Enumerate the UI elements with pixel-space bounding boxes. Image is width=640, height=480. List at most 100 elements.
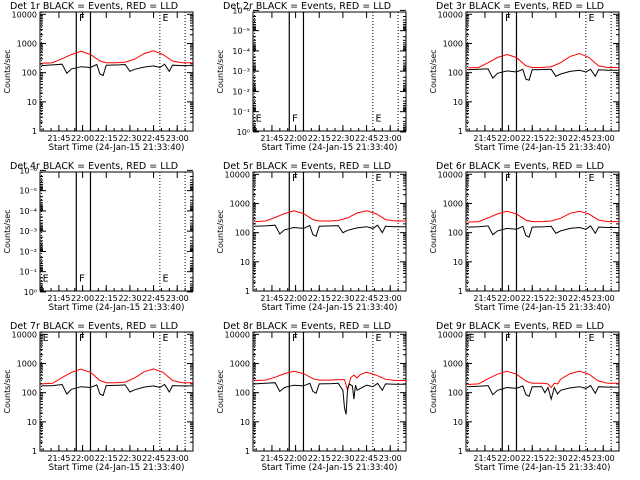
panel-6-ytick-label: 1000 bbox=[443, 199, 463, 208]
panel-6-marker-e: E bbox=[588, 173, 594, 184]
panel-1-frame bbox=[39, 11, 194, 132]
panel-7-series-events bbox=[41, 383, 193, 397]
panel-4-xtick-label: 22:15 bbox=[95, 294, 118, 303]
panel-3-marker-f: F bbox=[505, 13, 511, 24]
panel-7-series-lld bbox=[41, 368, 193, 385]
panel-1-title: Det 1r BLACK = Events, RED = LLD bbox=[10, 1, 178, 12]
panel-8-ytick-label: 100 bbox=[235, 389, 250, 398]
panel-3-ytick-label: 10 bbox=[453, 98, 463, 107]
panel-7-series-group bbox=[41, 368, 193, 397]
panel-8-title: Det 8r BLACK = Events, RED = LLD bbox=[223, 321, 391, 332]
panel-2-ytick-label: 10⁻³ bbox=[232, 67, 250, 76]
panel-1-ytick-label: 1000 bbox=[17, 39, 37, 48]
panel-3-series-events bbox=[467, 68, 619, 81]
panel-5-xtick-label: 21:45 bbox=[260, 294, 283, 303]
panel-2-ytick-label: 10⁻¹ bbox=[232, 108, 250, 117]
panel-4-ytick-label: 10⁻¹ bbox=[19, 268, 37, 277]
panel-1-series-group bbox=[41, 50, 193, 77]
panel-9-series-group bbox=[467, 370, 619, 402]
panel-4-ylabel: Counts/sec bbox=[3, 209, 12, 253]
detector-panel-5: Det 5r BLACK = Events, RED = LLD 1 10 100 10… bbox=[216, 161, 407, 313]
panel-5-series-events bbox=[254, 224, 406, 238]
panel-2-marker-e: E bbox=[375, 113, 381, 124]
panel-4-ytick-label: 10⁻² bbox=[19, 247, 37, 256]
panel-3-ytick-label: 1 bbox=[458, 127, 463, 136]
panel-2-ytick-label: 10⁻⁶ bbox=[232, 6, 250, 15]
panel-9-xtick-label: 22:15 bbox=[521, 454, 544, 463]
panel-2-frame bbox=[252, 11, 407, 132]
panel-7-ytick-label: 100 bbox=[22, 389, 37, 398]
detector-panel-3: Det 3r BLACK = Events, RED = LLD 1 10 100 10… bbox=[429, 1, 620, 153]
panel-8-series-events bbox=[254, 382, 406, 415]
panel-7-xlabel: Start Time (24-Jan-15 21:33:40) bbox=[49, 463, 185, 473]
panel-4-xtick-label: 23:00 bbox=[166, 294, 189, 303]
panel-8-series-group bbox=[254, 370, 406, 415]
panel-7-xtick-label: 22:30 bbox=[118, 454, 141, 463]
panel-2-marker-f: F bbox=[292, 113, 298, 124]
panel-3-ytick-label: 100 bbox=[448, 69, 463, 78]
panel-5-ytick-label: 1 bbox=[245, 287, 250, 296]
panel-3-marker-e: E bbox=[588, 13, 594, 24]
panel-5-series-lld bbox=[254, 210, 406, 223]
panel-3-ytick-label: 1000 bbox=[443, 39, 463, 48]
panel-4-title: Det 4r BLACK = Events, RED = LLD bbox=[10, 161, 178, 172]
panel-9-title: Det 9r BLACK = Events, RED = LLD bbox=[436, 321, 604, 332]
panel-1-marker-f: F bbox=[79, 13, 85, 24]
panel-6-title: Det 6r BLACK = Events, RED = LLD bbox=[436, 161, 604, 172]
panel-4-ytick-label: 10⁰ bbox=[24, 288, 37, 297]
panel-6-ylabel: Counts/sec bbox=[429, 209, 438, 253]
panel-8-marker-f: F bbox=[292, 333, 298, 344]
detector-panel-9: Det 9r BLACK = Events, RED = LLD 1 10 100 10… bbox=[429, 321, 620, 473]
panel-5-ylabel: Counts/sec bbox=[216, 209, 225, 253]
panel-2-xtick-label: 22:30 bbox=[331, 134, 354, 143]
panel-2-ytick-label: 10⁻⁵ bbox=[232, 27, 250, 36]
panel-5-ytick-label: 10000 bbox=[225, 170, 250, 179]
panel-8-xlabel: Start Time (24-Jan-15 21:33:40) bbox=[262, 463, 398, 473]
panel-2-marker-e: E bbox=[256, 113, 262, 124]
panel-1-ylabel: Counts/sec bbox=[3, 49, 12, 93]
panel-8-series-lld bbox=[254, 370, 406, 393]
panel-2-title: Det 2r BLACK = Events, RED = LLD bbox=[223, 1, 391, 12]
panel-8-marker-e: E bbox=[375, 333, 381, 344]
panel-6-ytick-label: 100 bbox=[448, 229, 463, 238]
panel-9-frame bbox=[465, 331, 620, 452]
panel-6-xtick-label: 21:45 bbox=[473, 294, 496, 303]
panel-1-xtick-label: 23:00 bbox=[166, 134, 189, 143]
panel-8-ylabel: Counts/sec bbox=[216, 369, 225, 413]
panel-3-ytick-label: 10000 bbox=[438, 10, 463, 19]
panel-9-xtick-label: 22:45 bbox=[568, 454, 591, 463]
panel-3-xtick-label: 21:45 bbox=[473, 134, 496, 143]
panel-8-xtick-label: 23:00 bbox=[379, 454, 402, 463]
panel-7-xtick-label: 22:00 bbox=[71, 454, 94, 463]
panel-2-ylabel: Counts/sec bbox=[216, 49, 225, 93]
panel-9-xtick-label: 22:00 bbox=[497, 454, 520, 463]
panel-2-xtick-label: 22:45 bbox=[355, 134, 378, 143]
panel-8-ytick-label: 10 bbox=[240, 418, 250, 427]
panel-7-marker-e: E bbox=[162, 333, 168, 344]
panel-9-ytick-label: 100 bbox=[448, 389, 463, 398]
panel-5-ytick-label: 1000 bbox=[230, 199, 250, 208]
detector-panel-2: Det 2r BLACK = Events, RED = LLD 10⁰ 10⁻¹ 1… bbox=[216, 1, 407, 153]
panel-4-ytick-label: 10⁻³ bbox=[19, 227, 37, 236]
panel-9-xtick-label: 22:30 bbox=[544, 454, 567, 463]
panel-3-xtick-label: 22:00 bbox=[497, 134, 520, 143]
panel-4-ytick-label: 10⁻⁵ bbox=[19, 187, 37, 196]
panel-6-xtick-label: 23:00 bbox=[592, 294, 615, 303]
panel-8-xtick-label: 22:30 bbox=[331, 454, 354, 463]
panel-1-xlabel: Start Time (24-Jan-15 21:33:40) bbox=[49, 143, 185, 153]
panel-9-xtick-label: 21:45 bbox=[473, 454, 496, 463]
panel-5-series-group bbox=[254, 210, 406, 238]
panel-2-xtick-label: 21:45 bbox=[260, 134, 283, 143]
panel-5-title: Det 5r BLACK = Events, RED = LLD bbox=[223, 161, 391, 172]
panel-9-marker-e: E bbox=[469, 333, 475, 344]
panel-9-ytick-label: 1000 bbox=[443, 359, 463, 368]
panel-4-xtick-label: 22:30 bbox=[118, 294, 141, 303]
panel-4-xtick-label: 21:45 bbox=[47, 294, 70, 303]
panel-1-ytick-label: 100 bbox=[22, 69, 37, 78]
panel-6-marker-f: F bbox=[505, 173, 511, 184]
panel-8-xtick-label: 22:00 bbox=[284, 454, 307, 463]
panel-9-series-lld bbox=[467, 370, 619, 389]
panel-1-xtick-label: 21:45 bbox=[47, 134, 70, 143]
panel-5-xtick-label: 23:00 bbox=[379, 294, 402, 303]
panel-4-xtick-label: 22:45 bbox=[142, 294, 165, 303]
